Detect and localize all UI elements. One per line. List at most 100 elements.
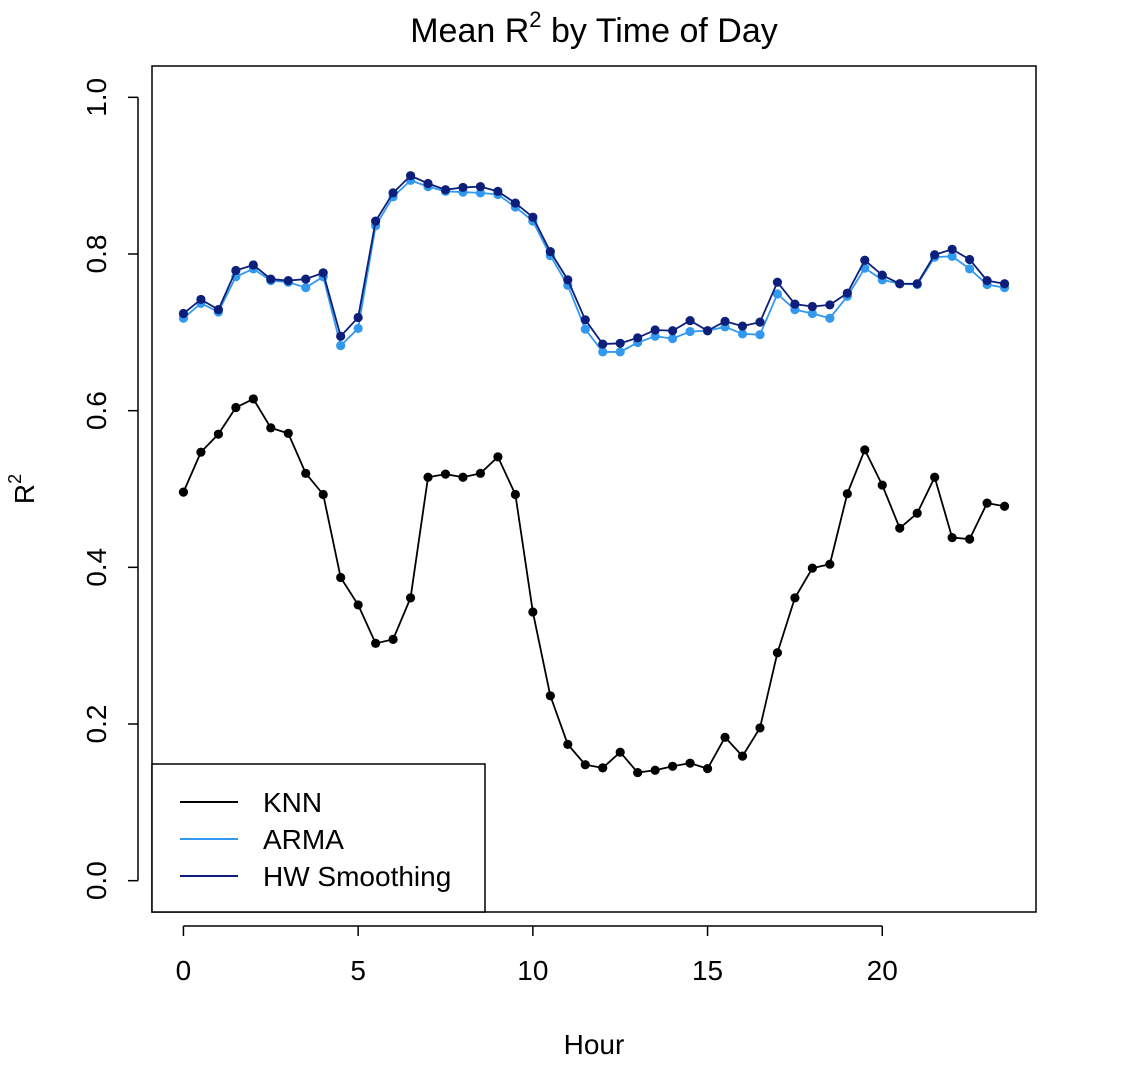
data-point-hw-smoothing [440, 185, 451, 195]
x-tick-label: 0 [176, 955, 192, 986]
data-point-hw-smoothing [737, 321, 748, 331]
data-point-hw-smoothing [510, 198, 520, 208]
data-point-hw-smoothing [668, 326, 678, 336]
data-point-arma [755, 330, 765, 340]
data-point-knn [563, 739, 573, 749]
data-point-knn [668, 761, 678, 771]
data-point-knn [720, 732, 730, 742]
data-point-knn [842, 489, 852, 499]
data-point-knn [895, 523, 905, 533]
data-point-hw-smoothing [650, 325, 660, 335]
chart-title: Mean R2 by Time of Day [410, 7, 778, 50]
data-point-knn [510, 489, 520, 500]
data-point-hw-smoothing [231, 265, 241, 276]
data-point-knn [702, 764, 713, 774]
data-point-knn [475, 468, 486, 478]
data-point-knn [353, 600, 363, 610]
data-point-hw-smoothing [615, 338, 625, 348]
data-point-hw-smoothing [930, 250, 940, 260]
data-point-knn [772, 648, 783, 658]
legend: KNN ARMA HW Smoothing [151, 763, 486, 913]
data-point-knn [371, 638, 381, 648]
data-point-arma [772, 289, 783, 299]
data-point-hw-smoothing [318, 268, 328, 278]
data-point-knn [982, 498, 992, 508]
data-point-hw-smoothing [580, 315, 590, 325]
data-point-knn [248, 394, 258, 404]
data-point-knn [493, 452, 503, 462]
data-point-hw-smoothing [248, 260, 258, 270]
data-point-knn [860, 445, 870, 455]
data-point-hw-smoothing [982, 276, 992, 286]
data-point-knn [196, 447, 206, 457]
chart-title-superscript: 2 [529, 7, 541, 32]
data-point-arma [598, 347, 608, 357]
data-point-hw-smoothing [353, 312, 363, 323]
data-point-hw-smoothing [790, 299, 800, 309]
data-point-hw-smoothing [213, 305, 223, 315]
data-point-hw-smoothing [912, 279, 922, 289]
data-point-knn [528, 607, 538, 617]
plot-frame [151, 65, 1037, 913]
data-point-hw-smoothing [388, 188, 398, 198]
data-point-knn [965, 534, 975, 544]
data-point-hw-smoothing [842, 288, 852, 298]
data-point-knn [301, 468, 311, 478]
data-point-knn [580, 760, 590, 770]
series-arma [178, 175, 1010, 357]
legend-label-arma: ARMA [263, 824, 344, 855]
chart-title-suffix: by Time of Day [542, 12, 778, 50]
data-point-knn [266, 423, 276, 433]
data-point-arma [685, 326, 695, 337]
data-point-hw-smoothing [493, 186, 503, 196]
data-point-hw-smoothing [458, 182, 468, 193]
data-point-knn [755, 723, 765, 733]
data-point-hw-smoothing [702, 326, 713, 336]
data-point-hw-smoothing [860, 255, 870, 265]
data-point-arma [825, 313, 835, 323]
x-tick-label: 10 [517, 955, 548, 986]
data-point-knn [213, 429, 223, 439]
data-point-hw-smoothing [999, 279, 1010, 289]
y-tick-label: 0.2 [81, 705, 112, 744]
series-line-knn [182, 397, 1005, 774]
data-point-hw-smoothing [178, 308, 189, 319]
data-point-knn [930, 472, 940, 482]
chart-title-main: Mean R [410, 12, 529, 50]
x-tick-label: 20 [867, 955, 898, 986]
data-point-arma [336, 341, 346, 351]
series-hw-smoothing [178, 171, 1010, 349]
data-point-hw-smoothing [895, 279, 905, 289]
data-point-knn [388, 634, 398, 645]
data-point-hw-smoothing [877, 270, 887, 280]
data-point-arma [737, 329, 748, 339]
data-point-hw-smoothing [371, 216, 381, 226]
data-point-hw-smoothing [825, 300, 835, 310]
data-point-arma [668, 334, 678, 344]
y-axis: 0.0 0.2 0.4 0.6 0.8 1.0 [81, 78, 139, 900]
data-point-hw-smoothing [423, 178, 433, 189]
data-point-knn [545, 691, 555, 701]
data-point-hw-smoothing [475, 182, 486, 192]
series-layer [178, 171, 1010, 778]
data-point-knn [336, 572, 346, 583]
x-tick-label: 5 [350, 955, 366, 986]
data-point-knn [633, 767, 643, 778]
y-tick-label: 0.0 [81, 861, 112, 900]
y-axis-label: R2 [5, 474, 40, 504]
data-point-arma [580, 324, 590, 334]
data-point-hw-smoothing [965, 254, 975, 265]
y-tick-label: 0.6 [81, 391, 112, 430]
data-point-hw-smoothing [545, 247, 555, 257]
data-point-knn [440, 469, 451, 479]
data-point-hw-smoothing [685, 315, 695, 326]
data-point-knn [825, 559, 835, 569]
data-point-knn [423, 472, 433, 482]
data-point-hw-smoothing [947, 244, 957, 254]
series-line-hw-smoothing [182, 174, 1005, 346]
data-point-knn [318, 489, 328, 500]
data-point-hw-smoothing [283, 276, 293, 286]
x-axis-label: Hour [564, 1029, 625, 1060]
data-point-hw-smoothing [720, 316, 730, 326]
